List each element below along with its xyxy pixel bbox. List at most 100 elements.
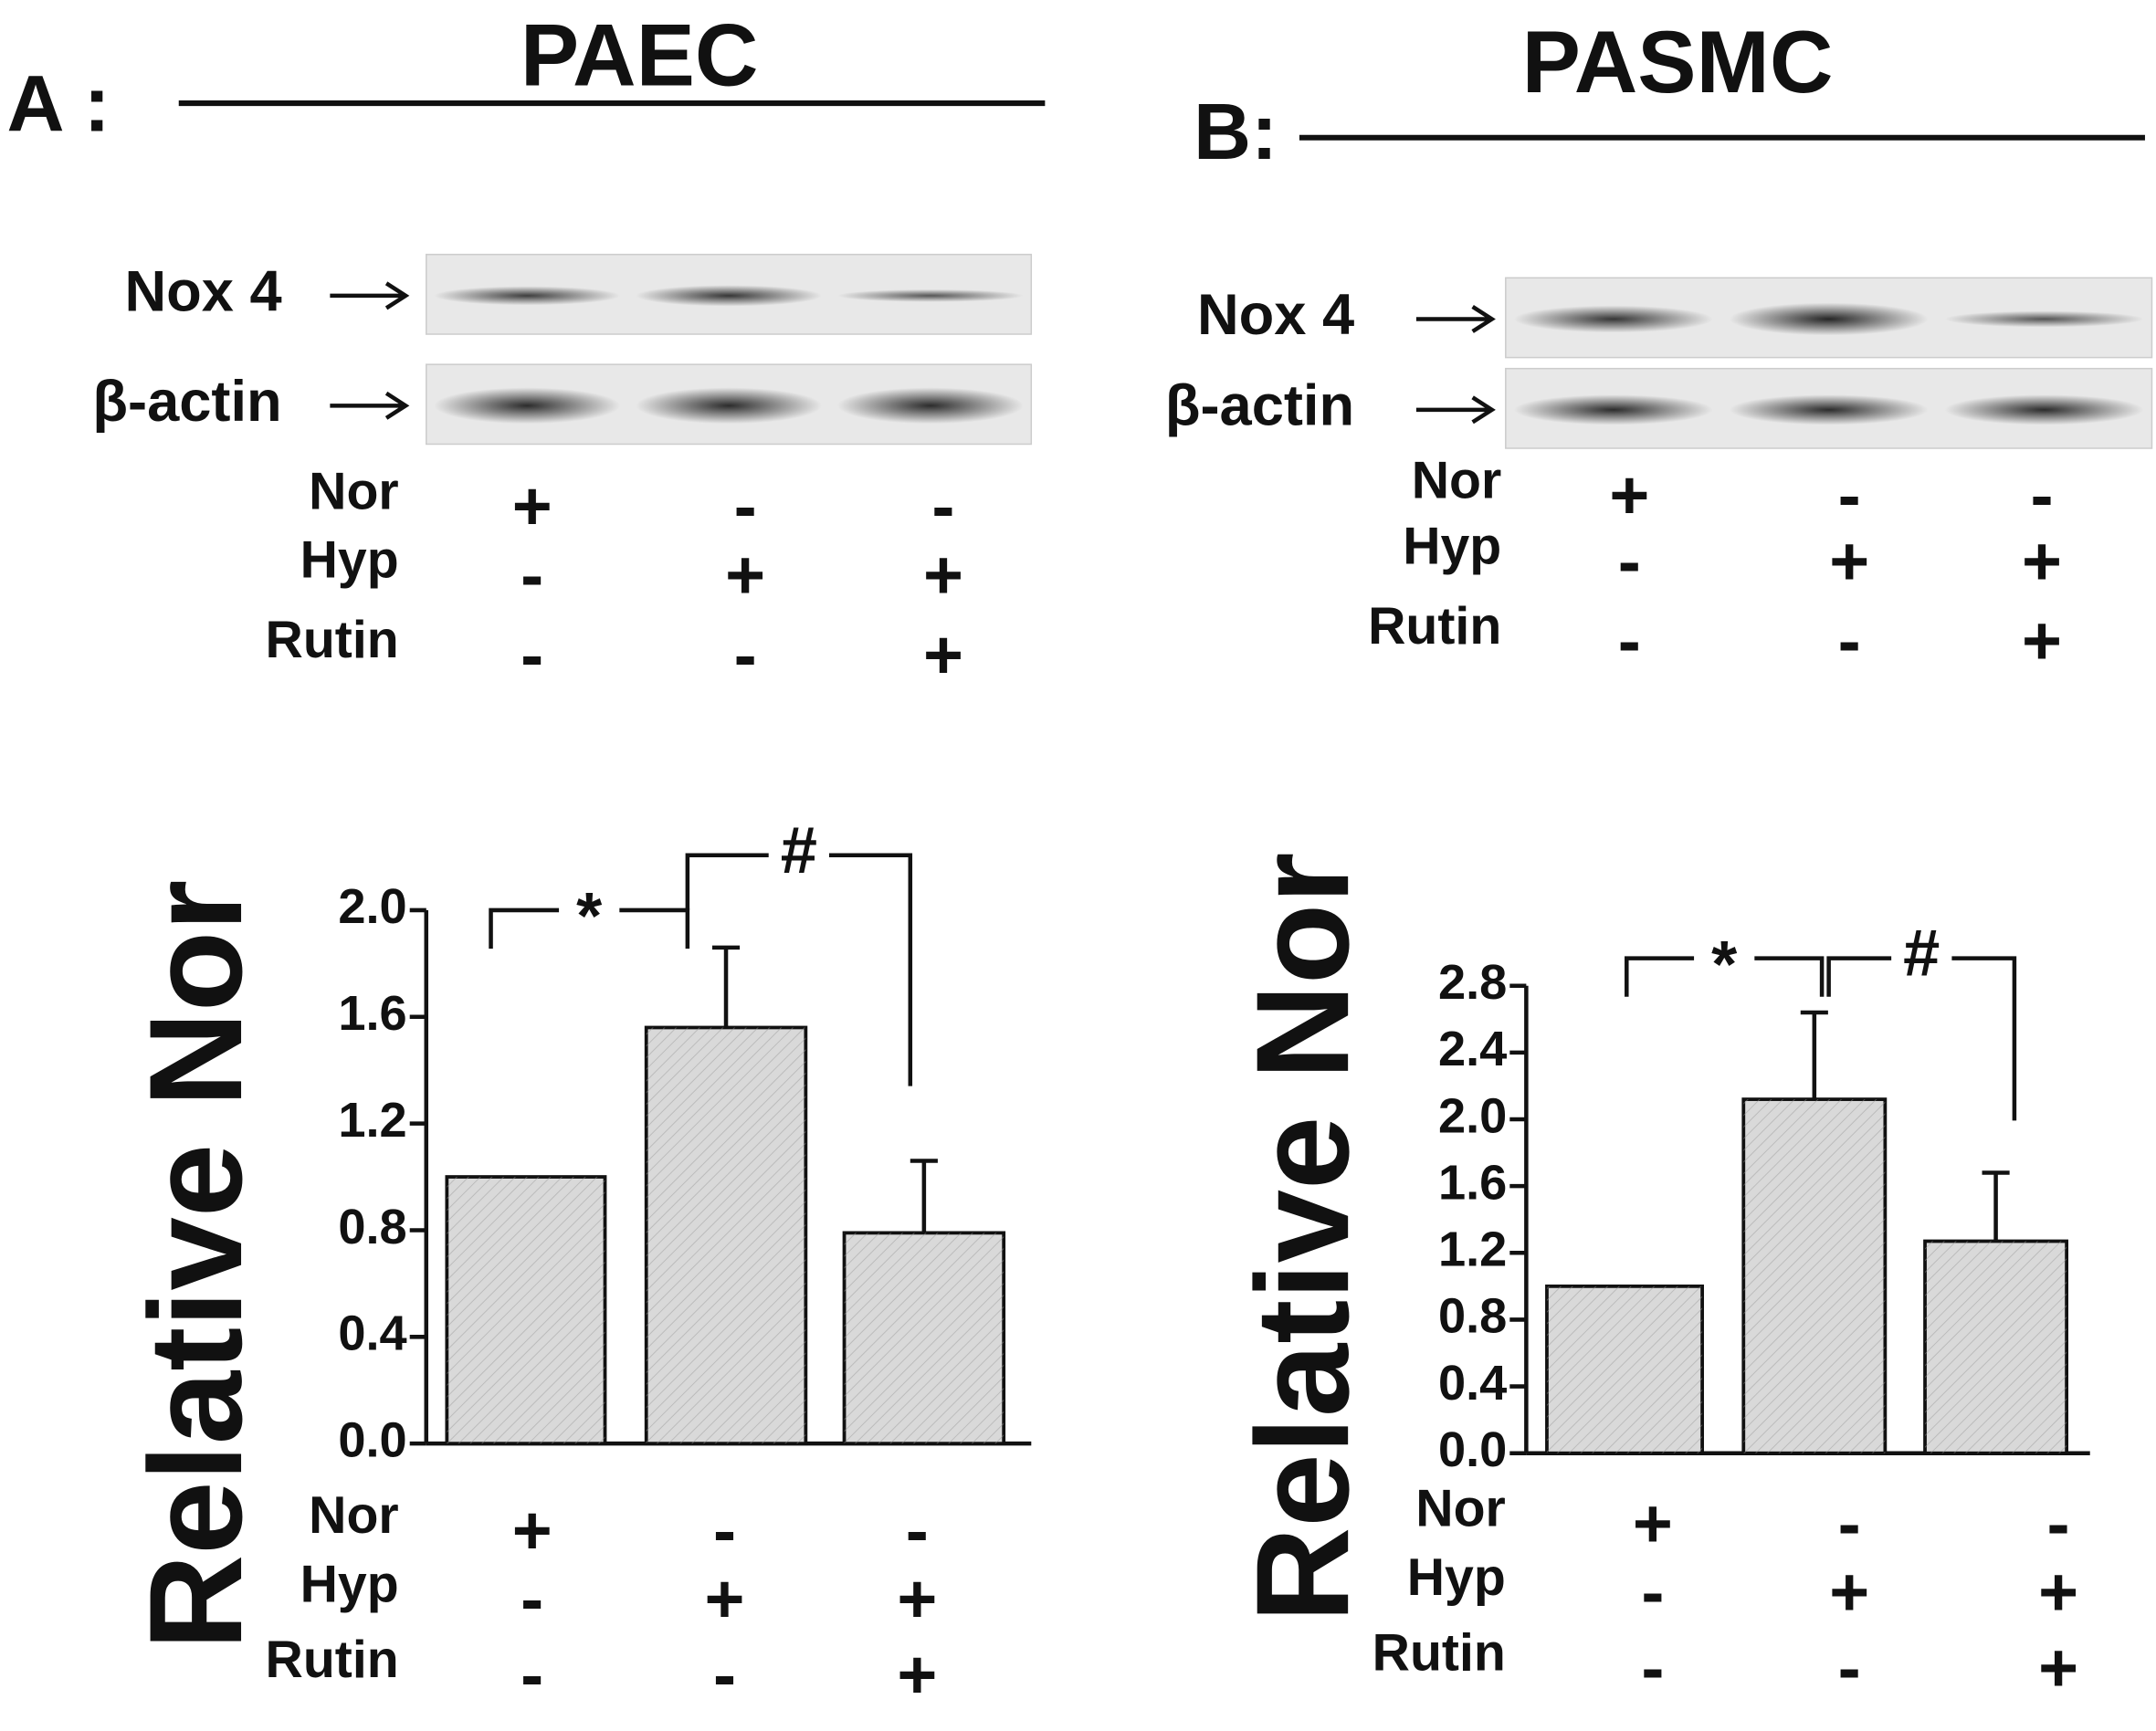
condition-sign: + — [512, 467, 552, 544]
condition-sign: - — [734, 616, 757, 693]
blot-band — [1729, 302, 1929, 336]
band-arrow — [330, 391, 410, 420]
condition-sign: - — [1838, 1484, 1861, 1561]
condition-sign: - — [1838, 1630, 1861, 1706]
error-bar — [1800, 1010, 1828, 1100]
y-tick-label: 0.4 — [1438, 1356, 1507, 1411]
condition-sign: - — [1838, 456, 1861, 533]
band-arrow — [1415, 305, 1496, 333]
y-tick-label: 1.6 — [1438, 1155, 1507, 1210]
y-tick-label: 0.0 — [338, 1412, 406, 1467]
condition-sign: + — [897, 1636, 937, 1713]
condition-label: Rutin — [1372, 1624, 1506, 1683]
band-label: Nox 4 — [124, 260, 281, 324]
bracket-gap — [1694, 930, 1755, 986]
bar-hatch — [646, 1027, 806, 1444]
condition-label: Nor — [1415, 1480, 1506, 1538]
bar-hatch — [1743, 1099, 1886, 1453]
condition-sign: - — [521, 1636, 543, 1713]
blot-band — [636, 387, 822, 425]
condition-label: Nor — [309, 1486, 399, 1545]
bar-hatch — [447, 1177, 605, 1444]
condition-sign: + — [725, 536, 765, 613]
condition-sign: + — [1633, 1484, 1673, 1561]
y-tick-label: 2.0 — [1438, 1088, 1507, 1143]
condition-sign: - — [521, 616, 543, 693]
condition-sign: + — [2022, 522, 2062, 599]
band-arrow — [330, 281, 410, 310]
condition-sign: - — [521, 1560, 543, 1637]
blot-band — [836, 387, 1024, 425]
condition-sign: + — [512, 1492, 552, 1568]
condition-sign: - — [906, 1492, 929, 1568]
condition-sign: - — [1641, 1554, 1664, 1631]
y-tick-label: 0.8 — [338, 1200, 406, 1254]
bracket-gap — [559, 882, 620, 939]
blot-band — [1513, 305, 1713, 333]
y-axis-label: Relative Nor — [121, 880, 269, 1650]
condition-label: Rutin — [266, 1631, 399, 1689]
y-tick-label: 0.8 — [1438, 1289, 1507, 1344]
bracket-gap — [768, 827, 829, 883]
band-label: Nox 4 — [1197, 283, 1354, 347]
condition-label: Rutin — [266, 611, 399, 669]
condition-sign: - — [931, 467, 954, 544]
blot-band — [1513, 394, 1713, 425]
band-arrow — [1415, 395, 1496, 425]
significance-mark: # — [1903, 918, 1940, 991]
blot-band — [434, 286, 621, 306]
significance-mark: * — [1711, 928, 1738, 1002]
significance-mark: # — [781, 814, 817, 887]
condition-label: Hyp — [1403, 518, 1501, 576]
condition-sign: + — [1829, 522, 1869, 599]
band-label: β-actin — [92, 370, 281, 434]
significance-mark: * — [576, 880, 603, 953]
condition-label: Rutin — [1368, 597, 1501, 656]
y-tick-label: 1.6 — [338, 986, 406, 1041]
blot-band — [1944, 394, 2144, 425]
bar-hatch — [1925, 1241, 2067, 1453]
condition-sign: - — [521, 536, 543, 613]
condition-sign: + — [705, 1560, 745, 1637]
condition-sign: + — [2038, 1630, 2078, 1706]
blot-band — [836, 288, 1024, 302]
band-label: β-actin — [1165, 374, 1354, 438]
y-tick-label: 1.2 — [1438, 1222, 1507, 1277]
condition-sign: - — [713, 1492, 736, 1568]
error-bar — [711, 945, 741, 1028]
panel-label: A : — [7, 59, 110, 149]
condition-sign: - — [734, 467, 757, 544]
condition-sign: - — [1641, 1630, 1664, 1706]
condition-label: Hyp — [1407, 1548, 1506, 1607]
condition-label: Hyp — [300, 531, 399, 590]
condition-sign: + — [1829, 1554, 1869, 1631]
panel-title: PASMC — [1522, 14, 1834, 111]
error-bar — [1982, 1170, 2010, 1242]
y-tick-label: 0.0 — [1438, 1422, 1507, 1477]
condition-sign: - — [713, 1636, 736, 1713]
blot-band — [434, 387, 621, 425]
bracket-gap — [1891, 930, 1952, 986]
y-axis-label: Relative Nor — [1228, 853, 1376, 1622]
condition-sign: - — [1618, 603, 1641, 679]
condition-sign: - — [1838, 603, 1861, 679]
condition-sign: - — [1618, 522, 1641, 599]
blot-band — [1944, 310, 2144, 328]
y-tick-label: 2.0 — [338, 879, 406, 934]
condition-sign: - — [2047, 1484, 2070, 1561]
bar-hatch — [1546, 1285, 1703, 1453]
condition-sign: + — [2038, 1554, 2078, 1631]
error-bar — [910, 1159, 938, 1233]
y-tick-label: 2.4 — [1438, 1022, 1507, 1076]
y-tick-label: 1.2 — [338, 1093, 406, 1148]
bar-hatch — [844, 1233, 1004, 1444]
condition-sign: + — [2022, 603, 2062, 679]
panel-label: B: — [1194, 87, 1278, 176]
blot-band — [636, 285, 822, 307]
condition-sign: + — [923, 536, 963, 613]
condition-label: Nor — [1412, 451, 1502, 509]
y-tick-label: 0.4 — [338, 1306, 406, 1361]
condition-sign: + — [1609, 456, 1649, 533]
